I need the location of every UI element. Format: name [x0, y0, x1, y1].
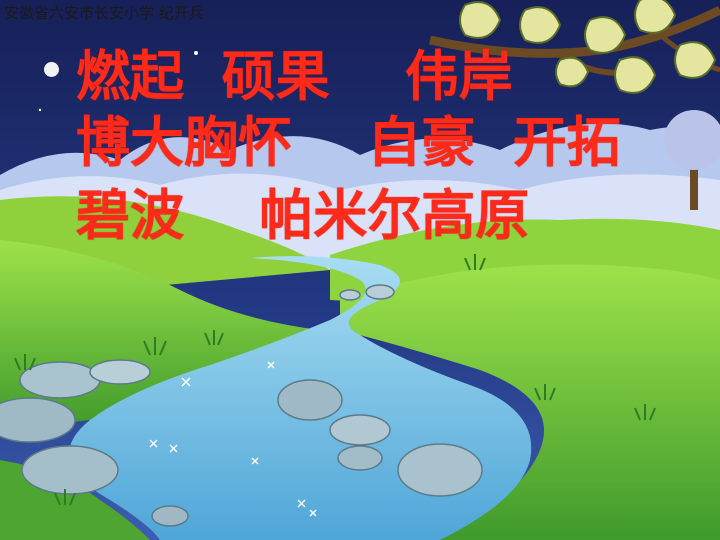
river-rocks: [0, 284, 483, 527]
watermark-text: 安徽省六安市长安小学 纪开兵: [4, 4, 204, 22]
bullet-dot: [44, 62, 59, 77]
text-line-2: 博大胸怀 自豪 开拓: [76, 111, 621, 174]
water-sparkles: [149, 361, 317, 517]
leaves: [459, 0, 717, 94]
text-line-3: 碧波 帕米尔高原: [76, 184, 530, 247]
grass-right: [340, 264, 720, 540]
grass-tufts: [14, 254, 656, 506]
right-tree: [664, 110, 720, 210]
text-line-1: 燃起 硕果 伟岸: [76, 45, 513, 108]
